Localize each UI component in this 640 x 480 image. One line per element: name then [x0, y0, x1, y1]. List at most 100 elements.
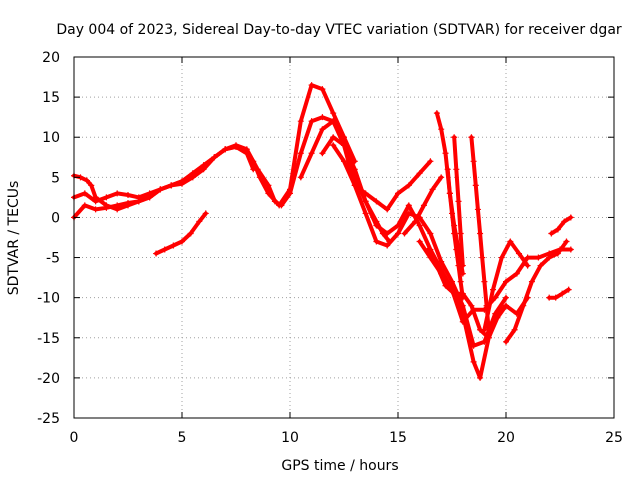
data-point [477, 230, 484, 237]
data-point [187, 230, 194, 237]
series-line [426, 247, 508, 340]
data-point [442, 150, 449, 157]
data-point [276, 202, 283, 209]
data-point [507, 238, 514, 245]
data-point [451, 290, 458, 297]
data-point [453, 166, 460, 173]
data-point [319, 86, 326, 93]
grid-layer [74, 57, 614, 418]
data-point [552, 294, 559, 301]
data-point [330, 118, 337, 125]
data-point [308, 150, 315, 157]
data-point [485, 334, 492, 341]
data-point [561, 218, 568, 225]
data-point [401, 230, 408, 237]
data-point [373, 238, 380, 245]
data-point [416, 170, 423, 177]
series-pass-n [548, 214, 574, 237]
y-tick-label: 15 [42, 90, 60, 106]
data-point [513, 270, 520, 277]
chart-title: Day 004 of 2023, Sidereal Day-to-day VTE… [56, 22, 622, 38]
data-point [457, 278, 464, 285]
data-point [88, 182, 95, 189]
x-tick-label: 0 [70, 430, 79, 446]
data-point [477, 374, 484, 381]
data-point [341, 158, 347, 165]
data-point [362, 190, 369, 197]
data-point [161, 246, 168, 253]
data-point [429, 186, 436, 193]
series-line [482, 239, 530, 332]
data-point [384, 242, 391, 249]
data-point [179, 178, 185, 185]
data-point [442, 282, 449, 289]
data-point [341, 142, 347, 149]
x-tick-label: 5 [178, 430, 187, 446]
data-point [474, 206, 481, 213]
x-tick-label: 20 [497, 430, 515, 446]
data-point [438, 126, 445, 133]
data-point [425, 246, 432, 253]
data-point [81, 190, 88, 197]
data-point [179, 238, 185, 245]
data-point [146, 194, 153, 201]
data-point [384, 230, 391, 237]
data-point [524, 254, 531, 261]
series-layer [71, 82, 574, 381]
data-point [351, 166, 358, 173]
data-point [554, 250, 561, 257]
data-point [405, 210, 412, 217]
data-point [567, 246, 574, 253]
data-point [125, 191, 131, 198]
x-tick-label: 25 [605, 430, 623, 446]
series-pass-q [451, 134, 466, 269]
x-tick-label: 15 [389, 430, 407, 446]
series-line [72, 83, 392, 244]
data-point [472, 182, 479, 189]
data-point [565, 286, 572, 293]
data-point [308, 82, 315, 89]
data-point [455, 198, 462, 205]
data-point [103, 202, 110, 209]
data-point [451, 230, 458, 237]
data-point [125, 202, 131, 209]
series-pass-a [71, 143, 257, 221]
data-point [490, 286, 497, 293]
data-point [511, 326, 518, 333]
x-tick-label: 10 [281, 430, 299, 446]
data-point [287, 186, 293, 193]
data-point [114, 206, 121, 213]
data-point [265, 182, 272, 189]
data-point [157, 186, 164, 193]
series-pass-m [546, 286, 572, 301]
series-pass-h [153, 210, 209, 257]
data-point [265, 190, 272, 197]
data-point [243, 150, 250, 157]
data-point [395, 222, 401, 229]
data-point [503, 278, 509, 285]
series-line [504, 239, 569, 344]
series-line [72, 115, 357, 208]
data-point [222, 146, 229, 153]
series-line [298, 119, 508, 348]
data-point [444, 166, 451, 173]
y-tick-label: -20 [37, 371, 60, 387]
data-point [503, 338, 509, 345]
series-pass-f [330, 142, 434, 213]
data-point [319, 150, 326, 157]
tick-layer: 0 5 10 15 20 25 -25 -20 -15 -10 -5 0 5 10 15 20 [37, 50, 623, 446]
series-line [549, 215, 573, 236]
data-point [446, 190, 453, 197]
data-point [427, 230, 434, 237]
data-point [114, 190, 121, 197]
data-point [250, 158, 257, 165]
data-point [81, 202, 88, 209]
data-point [362, 210, 369, 217]
data-point [373, 222, 380, 229]
data-point [196, 218, 203, 225]
y-axis-label: SDTVAR / TECUs [6, 181, 22, 296]
y-tick-label: -10 [37, 291, 60, 307]
data-point [548, 230, 555, 237]
data-point [153, 250, 160, 257]
